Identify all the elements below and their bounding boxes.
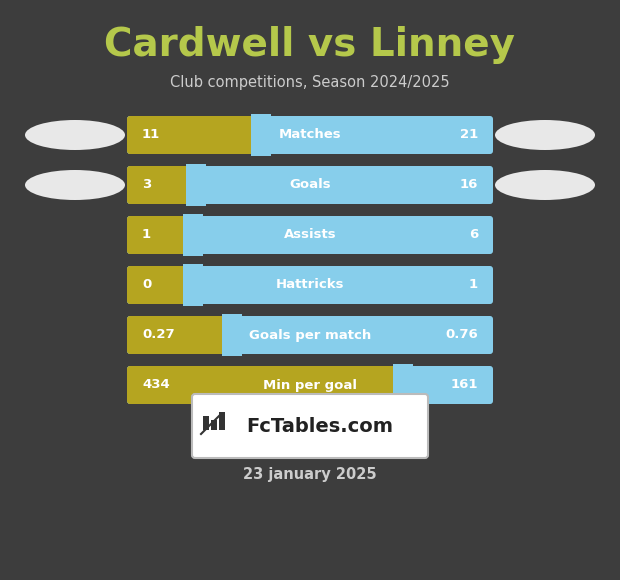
FancyBboxPatch shape (127, 116, 493, 154)
FancyBboxPatch shape (127, 216, 192, 254)
Bar (211, 420, 217, 430)
Text: 6: 6 (469, 229, 478, 241)
Text: 1: 1 (142, 229, 151, 241)
Bar (219, 412, 225, 430)
Text: 21: 21 (460, 129, 478, 142)
FancyBboxPatch shape (192, 394, 428, 458)
Bar (184, 214, 203, 256)
FancyBboxPatch shape (127, 116, 260, 154)
Text: Goals per match: Goals per match (249, 328, 371, 342)
Bar (393, 364, 413, 406)
Text: 0.76: 0.76 (445, 328, 478, 342)
Bar (184, 264, 203, 306)
Text: Min per goal: Min per goal (263, 379, 357, 392)
Text: Assists: Assists (284, 229, 336, 241)
Ellipse shape (495, 170, 595, 200)
Text: 0.27: 0.27 (142, 328, 175, 342)
Text: 161: 161 (451, 379, 478, 392)
Text: 434: 434 (142, 379, 170, 392)
Text: 3: 3 (142, 179, 151, 191)
Text: 11: 11 (142, 129, 160, 142)
Text: Hattricks: Hattricks (276, 278, 344, 292)
Ellipse shape (495, 120, 595, 150)
Ellipse shape (25, 170, 125, 200)
Text: Matches: Matches (278, 129, 342, 142)
FancyBboxPatch shape (127, 266, 192, 304)
Bar (250, 114, 270, 156)
FancyBboxPatch shape (127, 316, 493, 354)
Text: 23 january 2025: 23 january 2025 (243, 467, 377, 483)
FancyBboxPatch shape (127, 166, 195, 204)
FancyBboxPatch shape (127, 316, 231, 354)
Text: Cardwell vs Linney: Cardwell vs Linney (105, 26, 515, 64)
Text: FcTables.com: FcTables.com (247, 416, 394, 436)
FancyBboxPatch shape (127, 266, 493, 304)
Text: Goals: Goals (289, 179, 331, 191)
FancyBboxPatch shape (127, 366, 402, 404)
Ellipse shape (25, 120, 125, 150)
FancyBboxPatch shape (127, 366, 493, 404)
Bar (186, 164, 206, 206)
Bar (222, 314, 242, 356)
Text: 16: 16 (459, 179, 478, 191)
FancyBboxPatch shape (127, 166, 493, 204)
Text: 1: 1 (469, 278, 478, 292)
Text: Club competitions, Season 2024/2025: Club competitions, Season 2024/2025 (170, 74, 450, 89)
Text: 0: 0 (142, 278, 151, 292)
FancyBboxPatch shape (127, 216, 493, 254)
Bar (203, 416, 209, 430)
